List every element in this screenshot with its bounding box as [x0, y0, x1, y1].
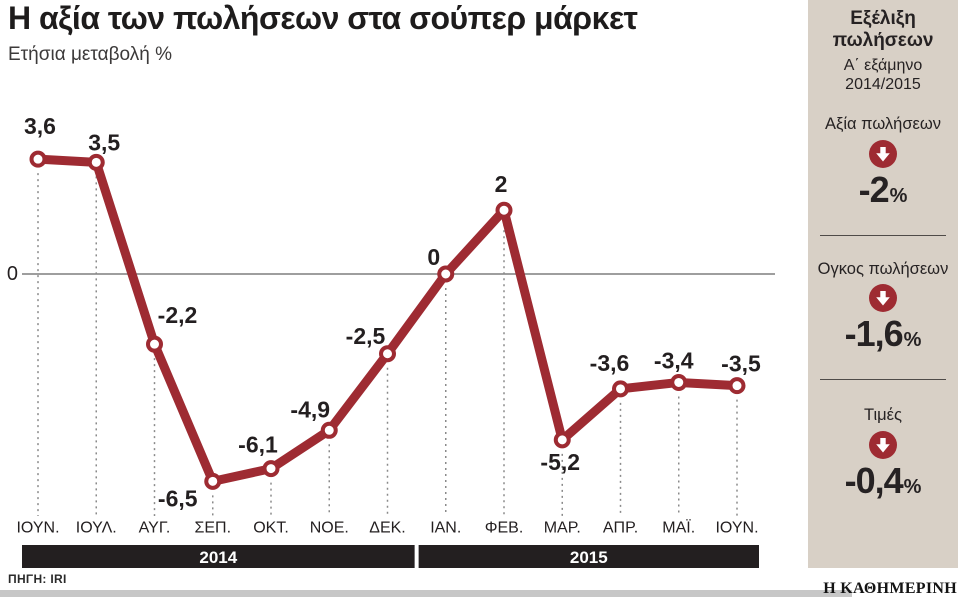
x-axis-label: ΟΚΤ.	[253, 520, 289, 537]
stat-value: -1,6	[844, 313, 904, 355]
data-point-marker	[204, 472, 222, 490]
sidebar-period-line2: 2014/2015	[845, 76, 921, 94]
data-point-marker	[728, 377, 746, 395]
sidebar-divider	[820, 379, 946, 381]
arrow-down-icon	[869, 284, 897, 313]
data-point-marker	[437, 265, 455, 283]
chart-subtitle: Ετήσια μεταβολή %	[8, 44, 172, 65]
stat-label: Αξία πωλήσεων	[825, 114, 941, 133]
stat-label: Τιμές	[864, 406, 902, 425]
sidebar-period: Α΄ εξάμηνο 2014/2015	[808, 56, 958, 95]
zero-axis-label: 0	[7, 263, 18, 285]
kathimerini-logo: Η ΚΑΘΗΜΕΡΙΝΗ	[823, 580, 957, 597]
data-point-marker	[670, 373, 688, 391]
data-point-label: 3,5	[88, 129, 120, 155]
year-band	[22, 545, 415, 568]
data-point-marker	[379, 345, 396, 363]
data-point-label: -5,2	[540, 449, 580, 475]
data-point-marker	[553, 431, 571, 449]
stat-value: -0,4	[844, 460, 904, 502]
stat-sales-volume: Ογκος πωλήσεων -1,6 %	[808, 260, 958, 356]
stat-prices: Τιμές -0,4 %	[808, 406, 958, 502]
stat-label: Ογκος πωλήσεων	[817, 259, 949, 278]
data-point-label: -2,2	[158, 302, 198, 328]
data-point-marker	[87, 153, 105, 171]
data-point-label: 0	[427, 244, 440, 270]
trend-line	[33, 154, 742, 486]
stat-value-row: -1,6 %	[808, 313, 958, 355]
data-point-label: -6,5	[158, 485, 198, 511]
data-point-label: -6,1	[238, 432, 278, 458]
x-axis-label: ΜΑΡ.	[544, 520, 581, 537]
data-point-label: 2	[495, 171, 508, 197]
stat-unit: %	[903, 476, 922, 499]
year-band-label: 2014	[199, 548, 237, 567]
year-band-label: 2015	[570, 548, 608, 567]
x-axis-label: ΝΟΕ.	[310, 520, 349, 537]
arrow-down-icon	[869, 431, 897, 460]
page-title: Η αξία των πωλήσεων στα σούπερ μάρκετ	[8, 0, 638, 36]
x-axis-label: ΙΟΥΝ.	[715, 520, 758, 537]
stat-value-row: -0,4 %	[808, 460, 958, 502]
bottom-divider-bar	[0, 590, 852, 597]
data-point-label: 3,6	[24, 113, 56, 139]
stat-unit: %	[889, 184, 908, 207]
data-point-marker	[29, 150, 47, 168]
stat-unit: %	[903, 329, 922, 352]
data-point-label: -2,5	[346, 323, 386, 349]
stat-value: -2	[858, 168, 890, 210]
data-point-marker	[612, 380, 629, 398]
data-point-marker	[146, 335, 163, 353]
x-axis-label: ΙΑΝ.	[430, 520, 461, 537]
stat-sales-value: Αξία πωλήσεων -2 %	[808, 115, 958, 211]
x-axis-label: ΙΟΥΝ.	[16, 520, 59, 537]
x-axis-label: ΔΕΚ.	[369, 520, 405, 537]
x-axis-label: ΜΑΪ.	[662, 519, 695, 537]
sidebar-period-line1: Α΄ εξάμηνο	[843, 56, 923, 74]
stat-value-row: -2 %	[808, 169, 958, 211]
year-band	[418, 545, 759, 568]
source-credit: ΠΗΓΗ: IRI	[8, 572, 67, 586]
summary-sidebar: Εξέλιξη πωλήσεων Α΄ εξάμηνο 2014/2015 Αξ…	[808, 0, 958, 568]
x-axis-label: ΣΕΠ.	[194, 520, 231, 537]
data-point-label: -3,5	[721, 351, 761, 377]
sidebar-title: Εξέλιξη πωλήσεων	[832, 8, 934, 52]
x-axis-label: ΦΕΒ.	[485, 520, 524, 537]
data-point-marker	[495, 201, 513, 219]
data-point-label: -4,9	[290, 396, 330, 422]
arrow-down-icon	[869, 139, 897, 168]
data-point-marker	[320, 421, 338, 439]
x-axis-label: ΑΥΓ.	[139, 520, 171, 537]
x-axis-label: ΑΠΡ.	[603, 520, 638, 537]
data-point-marker	[262, 460, 280, 478]
data-point-label: -3,4	[654, 347, 694, 373]
x-axis-label: ΙΟΥΛ.	[76, 520, 117, 537]
sidebar-divider	[820, 234, 946, 236]
data-point-label: -3,6	[590, 350, 630, 376]
